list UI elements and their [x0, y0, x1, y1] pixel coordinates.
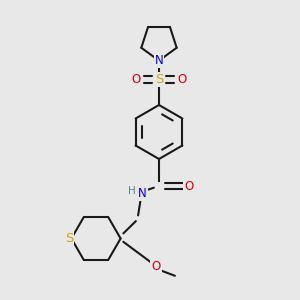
Text: O: O	[132, 73, 141, 86]
Text: O: O	[177, 73, 186, 86]
Text: O: O	[184, 179, 194, 193]
Text: S: S	[155, 73, 163, 86]
Text: N: N	[154, 54, 164, 67]
Text: N: N	[138, 187, 147, 200]
Text: H: H	[128, 186, 136, 196]
Text: O: O	[152, 260, 160, 274]
Text: S: S	[65, 232, 73, 245]
